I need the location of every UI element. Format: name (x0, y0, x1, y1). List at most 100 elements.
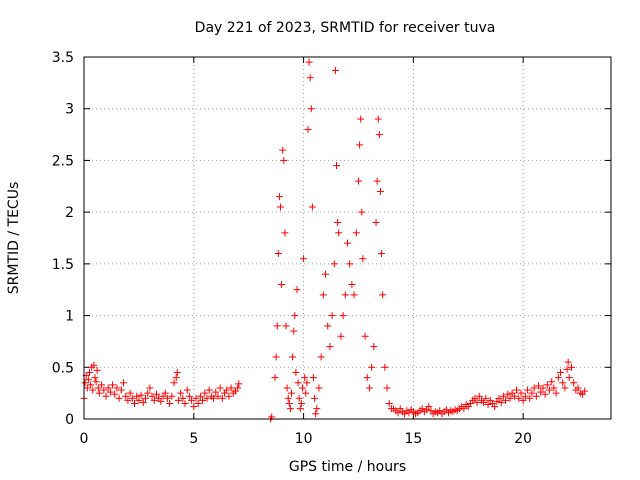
data-point (365, 384, 373, 392)
data-point (196, 392, 204, 400)
data-point (482, 394, 490, 402)
data-point (95, 389, 103, 397)
data-point (559, 379, 567, 387)
x-tick-label: 10 (295, 431, 313, 447)
axis-ticks: 0 5 10 15 20 0 0.5 1 1.5 2 2.5 3 3.5 (52, 50, 611, 447)
data-point (554, 374, 562, 382)
data-point (286, 405, 294, 413)
data-point (532, 392, 540, 400)
data-point (308, 203, 316, 211)
data-point (561, 384, 569, 392)
data-point (515, 394, 523, 402)
data-point (383, 384, 391, 392)
data-point (117, 386, 125, 394)
data-point (135, 396, 143, 404)
data-point (90, 361, 98, 369)
data-point (293, 286, 301, 294)
data-point (543, 381, 551, 389)
data-point (133, 392, 141, 400)
data-point (324, 322, 332, 330)
data-point (381, 363, 389, 371)
data-point (210, 394, 218, 402)
data-point (471, 394, 479, 402)
data-point (285, 399, 293, 407)
data-point (356, 141, 364, 149)
data-point (271, 374, 279, 382)
y-tick-label: 0 (65, 412, 74, 428)
data-point (281, 229, 289, 237)
data-point (306, 74, 314, 82)
data-point (92, 378, 100, 386)
data-point (284, 394, 292, 402)
data-point (109, 381, 117, 389)
data-point (341, 291, 349, 299)
data-point (94, 384, 102, 392)
data-point (212, 388, 220, 396)
data-point (192, 394, 200, 402)
data-point (312, 410, 320, 418)
data-point (166, 399, 174, 407)
data-point (330, 260, 338, 268)
data-point (150, 396, 158, 404)
data-point (199, 396, 207, 404)
data-point (519, 396, 527, 404)
data-point (89, 386, 97, 394)
data-point (570, 379, 578, 387)
data-point (363, 374, 371, 382)
data-point (328, 312, 336, 320)
data-point (322, 270, 330, 278)
data-point (283, 384, 291, 392)
data-point (368, 363, 376, 371)
data-point (104, 384, 112, 392)
data-point (181, 399, 189, 407)
data-point (113, 384, 121, 392)
data-point (85, 368, 93, 376)
y-tick-label: 0.5 (52, 360, 74, 376)
data-point (550, 384, 558, 392)
data-point (91, 374, 99, 382)
data-point (297, 399, 305, 407)
x-tick-label: 15 (404, 431, 422, 447)
data-point (294, 379, 302, 387)
data-point (225, 392, 233, 400)
data-point (282, 322, 290, 330)
data-point (87, 381, 95, 389)
y-axis-label: SRMTID / TECUs (6, 182, 22, 295)
data-point (168, 392, 176, 400)
data-point (480, 398, 488, 406)
data-point (102, 392, 110, 400)
data-points (80, 58, 589, 423)
data-point (305, 58, 313, 66)
data-point (214, 392, 222, 400)
data-point (201, 389, 209, 397)
data-point (548, 378, 556, 386)
data-point (581, 387, 589, 395)
data-point (504, 390, 512, 398)
data-point (552, 389, 560, 397)
data-point (526, 394, 534, 402)
data-point (491, 403, 499, 411)
data-point (378, 250, 386, 258)
data-point (301, 374, 309, 382)
data-point (556, 368, 564, 376)
data-point (83, 384, 91, 392)
data-point (234, 384, 242, 392)
data-point (295, 394, 303, 402)
data-point (372, 218, 380, 226)
data-point (227, 384, 235, 392)
data-point (272, 353, 280, 361)
data-point (375, 131, 383, 139)
data-point (100, 386, 108, 394)
data-point (475, 392, 483, 400)
data-point (528, 389, 536, 397)
data-point (278, 281, 286, 289)
data-point (339, 312, 347, 320)
data-point (361, 332, 369, 340)
data-point (499, 392, 507, 400)
chart-title: Day 221 of 2023, SRMTID for receiver tuv… (195, 20, 496, 36)
data-point (126, 389, 134, 397)
data-point (235, 380, 243, 388)
data-point (292, 368, 300, 376)
data-point (216, 384, 224, 392)
data-point (502, 396, 510, 404)
